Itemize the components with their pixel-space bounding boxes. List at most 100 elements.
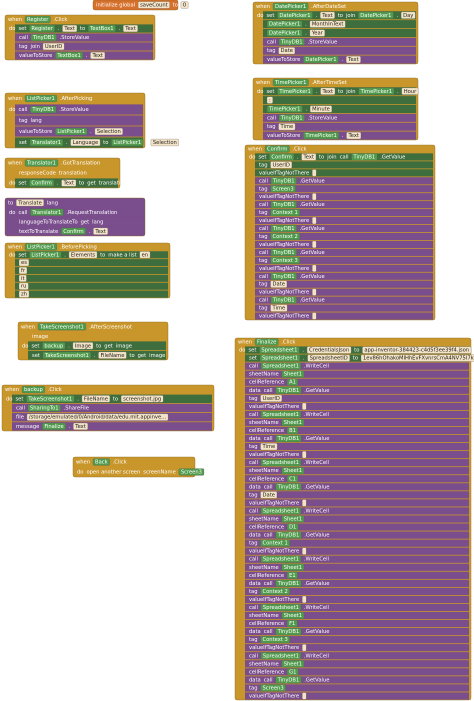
block-keyword: .WriteCell: [304, 412, 329, 418]
block-field: TimePicker1: [274, 80, 306, 86]
block-field: Spreadsheet1: [263, 460, 299, 466]
block-keyword: valueIfTagNotThere: [259, 266, 309, 272]
block-keyword: .: [303, 356, 305, 362]
statement-band: [245, 459, 469, 467]
field-chip: [270, 256, 300, 264]
statement-band: [245, 652, 469, 660]
block-keyword: tag: [259, 258, 268, 264]
statement-band: [245, 434, 469, 443]
block-keyword: .WriteCell: [304, 653, 329, 659]
block-keyword: image: [116, 343, 132, 349]
block[interactable]: when ListPicker1 .AfterPicking do call TinyDB…: [4, 92, 179, 149]
block-keyword: .: [305, 107, 307, 113]
statement-band: [255, 169, 433, 177]
field-chip: [260, 555, 302, 563]
statement-band: [245, 475, 469, 483]
field-chip: [150, 138, 179, 147]
field-chip: [260, 491, 278, 499]
block[interactable]: when Finalize .Click do set Spreadsheet1. Cred…: [234, 337, 474, 701]
block-keyword: .Click: [53, 17, 67, 23]
field-chip: [29, 24, 55, 33]
field-chip: [68, 251, 98, 259]
block-keyword: .: [58, 26, 60, 32]
field-chip: [312, 288, 317, 296]
block-keyword: valueToStore: [267, 57, 300, 63]
statement-band: [12, 403, 212, 413]
field-chip: [62, 24, 78, 33]
statement-band: [245, 571, 469, 579]
block-field: Spreadsheet1: [261, 348, 297, 354]
block-field: TimePicker1: [304, 133, 336, 139]
field-chip: [61, 227, 86, 235]
block-keyword: call: [264, 533, 273, 539]
block-keyword: call: [259, 202, 268, 208]
block-keyword: .ShareFile: [64, 406, 89, 412]
block[interactable]: when backup .Click do set TakeScreenshot1. Fil…: [1, 384, 215, 432]
block-keyword: set: [248, 348, 256, 354]
field-chip: [61, 179, 77, 187]
block-keyword: sheetName: [249, 565, 279, 571]
statement-band: [245, 507, 469, 515]
block-keyword: tag: [249, 492, 258, 498]
field-chip: [94, 127, 123, 136]
statement-band: [245, 354, 469, 362]
block[interactable]: when Back .Click do open another screen scree…: [72, 456, 205, 478]
block-keyword: .WriteCell: [304, 605, 329, 611]
block-field: Context 1: [263, 541, 288, 547]
field-chip: [302, 644, 307, 652]
statement-band: [245, 418, 469, 427]
statement-band: [245, 523, 469, 531]
block-field: TimePicker1: [360, 89, 392, 95]
block-field: DatePicker1: [269, 31, 300, 37]
field-chip: [55, 127, 88, 136]
block-keyword: call: [18, 210, 27, 216]
field-chip: [270, 224, 297, 233]
block-field: TextBox1: [89, 26, 113, 32]
statement-band: [255, 161, 433, 169]
field-chip: [277, 11, 313, 19]
block-field: Date: [273, 282, 285, 288]
block-keyword: .: [77, 396, 79, 402]
field-chip: [270, 232, 300, 241]
block[interactable]: to Translate lang do call Translator1 .Request…: [4, 197, 146, 237]
block-keyword: do: [77, 470, 83, 476]
field-chip: [42, 342, 66, 350]
field-chip: [42, 351, 91, 359]
statement-band: [245, 628, 469, 636]
block-field: Translate: [17, 200, 42, 206]
block-field: Confirm: [63, 229, 83, 235]
block[interactable]: initialize global saveCount to 0: [92, 0, 189, 11]
field-chip: [286, 523, 299, 531]
block-field: ListPicker1: [57, 129, 85, 135]
block-keyword: .AfterTimeSet: [311, 80, 346, 86]
field-chip: [139, 251, 151, 259]
block-keyword: do: [9, 107, 15, 113]
block-field: Spreadsheet1: [263, 508, 299, 514]
field-chip: [270, 304, 288, 312]
block-field: FileName: [84, 396, 108, 402]
block-keyword: .: [316, 13, 318, 19]
block-keyword: join: [30, 44, 40, 50]
block-keyword: image: [32, 334, 48, 340]
field-chip: [81, 395, 111, 403]
statement-band: [245, 619, 469, 628]
block-keyword: .AfterScreenshot: [89, 324, 132, 330]
field-chip: [30, 208, 64, 216]
block-keyword: set: [15, 396, 23, 402]
block-keyword: join: [326, 154, 336, 160]
block[interactable]: when Translator1 .GotTranslation responseCo…: [4, 157, 127, 189]
block-keyword: .: [90, 129, 92, 135]
field-chip: [360, 354, 474, 362]
block-keyword: .AfterDateSet: [311, 4, 346, 10]
block-keyword: call: [264, 677, 273, 683]
field-chip: [269, 153, 294, 161]
block[interactable]: when TakeScreenshot1 .AfterScreenshot image…: [17, 321, 169, 361]
field-chip: [42, 42, 65, 51]
block-keyword: to: [8, 200, 13, 206]
block-keyword: .: [146, 140, 148, 146]
